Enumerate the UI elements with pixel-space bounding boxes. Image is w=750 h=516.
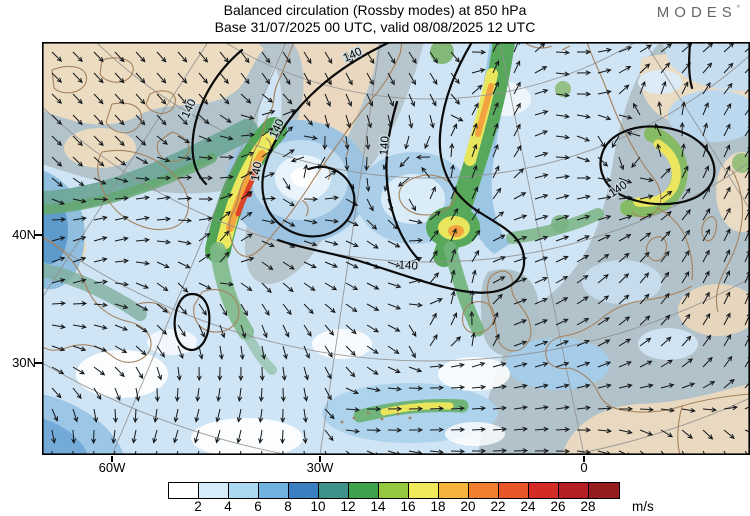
colorbar-cell-1: [199, 483, 229, 498]
chart-title: Balanced circulation (Rossby modes) at 8…: [223, 2, 527, 18]
chart-subtitle: Base 31/07/2025 00 UTC, valid 08/08/2025…: [214, 19, 536, 35]
wind-arrows: [51, 42, 750, 455]
colorbar-tick-16: 16: [400, 499, 416, 514]
map-frame: [42, 42, 750, 455]
colorbar-tick-8: 8: [284, 499, 292, 514]
colorbar-cell-11: [499, 483, 529, 498]
colorbar-tick-28: 28: [580, 499, 596, 514]
x-axis-label-30W: 30W: [306, 460, 334, 475]
colorbar-cell-6: [349, 483, 379, 498]
x-axis-tick: [111, 456, 113, 462]
x-axis-tick: [583, 456, 585, 462]
map-figure: 140 140 140 140 140 140 140: [42, 42, 750, 455]
contour-label: 140: [378, 136, 391, 156]
x-axis-label-60W: 60W: [98, 460, 126, 475]
colorbar-cell-0: [169, 483, 199, 498]
colorbar-tick-26: 26: [550, 499, 566, 514]
colorbar-cell-4: [289, 483, 319, 498]
colorbar-tick-24: 24: [520, 499, 536, 514]
y-axis-tick: [35, 362, 42, 364]
colorbar-cell-7: [379, 483, 409, 498]
colorbar-tick-10: 10: [310, 499, 326, 514]
colorbar-unit-label: m/s: [632, 499, 654, 514]
modes-logo-mark: °: [736, 4, 740, 13]
colorbar-tick-2: 2: [194, 499, 202, 514]
x-axis-tick: [319, 456, 321, 462]
contour-label: 140: [398, 259, 418, 272]
colorbar-cell-13: [559, 483, 589, 498]
colorbar-tick-14: 14: [370, 499, 386, 514]
colorbar-cell-10: [469, 483, 499, 498]
colorbar-cell-14: [589, 483, 619, 498]
colorbar-cell-9: [439, 483, 469, 498]
colorbar-tick-20: 20: [460, 499, 476, 514]
colorbar-tick-18: 18: [430, 499, 446, 514]
colorbar-cell-3: [259, 483, 289, 498]
modes-logo: MODES°: [657, 4, 740, 21]
modes-logo-text: MODES: [656, 4, 737, 21]
colorbar-cell-5: [319, 483, 349, 498]
colorbar-tick-6: 6: [254, 499, 262, 514]
colorbar-cell-2: [229, 483, 259, 498]
y-axis-label-30N: 30N: [12, 355, 36, 370]
x-axis-label-0: 0: [580, 460, 588, 475]
colorbar-cell-12: [529, 483, 559, 498]
colorbar-cell-8: [409, 483, 439, 498]
y-axis-label-40N: 40N: [12, 227, 36, 242]
contour-label: 140: [249, 161, 264, 182]
colorbar-tick-4: 4: [224, 499, 232, 514]
colorbar-tick-labels: 2 4 6 8 10 12 14 16 18 20 22 24 26 28: [168, 499, 628, 515]
y-axis-tick: [35, 234, 42, 236]
colorbar: [168, 482, 620, 499]
colorbar-tick-22: 22: [490, 499, 506, 514]
colorbar-tick-12: 12: [340, 499, 356, 514]
